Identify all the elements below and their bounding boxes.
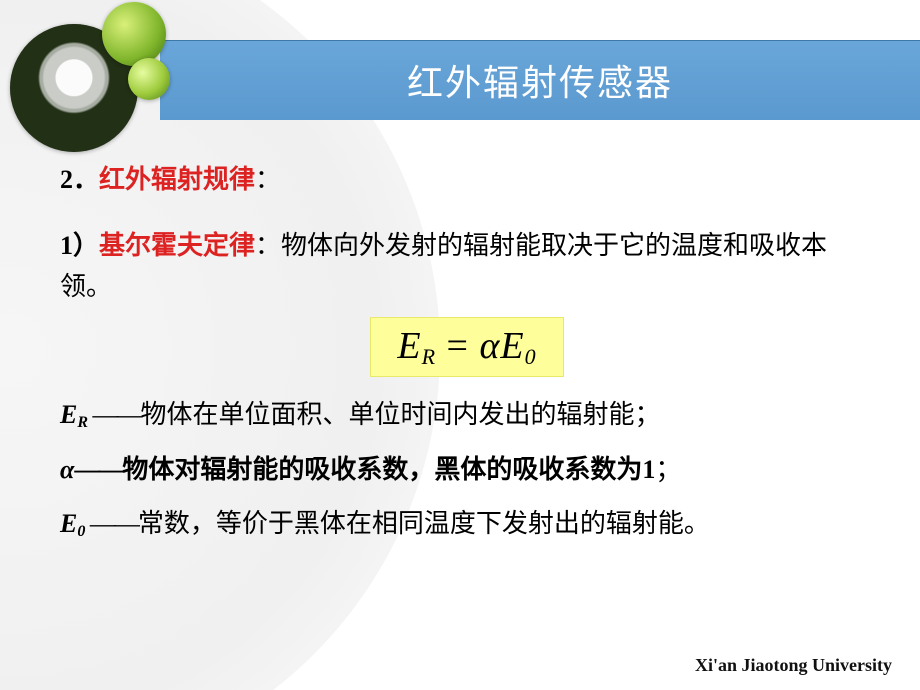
def-er-sym-base: E xyxy=(60,400,77,429)
formula-wrap: ER = αE0 xyxy=(60,317,874,377)
definitions: ER ——物体在单位面积、单位时间内发出的辐射能； α——物体对辐射能的吸收系数… xyxy=(60,395,874,545)
def-alpha-sym: α xyxy=(60,455,74,484)
header-bar: 红外辐射传感器 xyxy=(160,40,920,120)
content-area: 2．红外辐射规律： 1）基尔霍夫定律：物体向外发射的辐射能取决于它的温度和吸收本… xyxy=(60,160,874,559)
def-alpha-sep: —— xyxy=(74,455,122,484)
section-heading-suffix: ： xyxy=(255,165,281,194)
logo-circle-medium xyxy=(102,2,166,66)
law-line: 1）基尔霍夫定律：物体向外发射的辐射能取决于它的温度和吸收本领。 xyxy=(60,226,874,307)
law-name: 基尔霍夫定律 xyxy=(99,231,255,260)
section-heading: 红外辐射规律 xyxy=(99,165,255,194)
def-er-sym-sub: R xyxy=(77,414,88,431)
def-er: ER ——物体在单位面积、单位时间内发出的辐射能； xyxy=(60,395,874,436)
def-e0: E0 ——常数，等价于黑体在相同温度下发射出的辐射能。 xyxy=(60,504,874,545)
formula-eq: = xyxy=(436,325,479,367)
def-alpha: α——物体对辐射能的吸收系数，黑体的吸收系数为1； xyxy=(60,450,874,490)
def-e0-sep: —— xyxy=(85,509,138,538)
law-item-number: 1） xyxy=(60,231,99,260)
def-alpha-bold: 黑体的吸收系数为1 xyxy=(434,455,655,484)
law-name-suffix: ： xyxy=(255,231,281,260)
formula-lhs-sub: R xyxy=(422,344,436,369)
def-er-sep: —— xyxy=(88,400,141,429)
def-er-text: 物体在单位面积、单位时间内发出的辐射能； xyxy=(141,400,661,429)
formula-lhs-base: E xyxy=(397,325,421,367)
logo-circle-small xyxy=(128,58,170,100)
def-e0-sym-base: E xyxy=(60,509,77,538)
law-block: 1）基尔霍夫定律：物体向外发射的辐射能取决于它的温度和吸收本领。 ER = αE… xyxy=(60,226,874,377)
formula-rhs-sub: 0 xyxy=(525,344,537,369)
def-alpha-tail: ； xyxy=(655,455,681,484)
formula-box: ER = αE0 xyxy=(370,317,563,377)
section-number: 2． xyxy=(60,165,99,194)
header-title: 红外辐射传感器 xyxy=(407,54,673,106)
def-e0-text: 常数，等价于黑体在相同温度下发射出的辐射能。 xyxy=(138,509,710,538)
formula-rhs-base: E xyxy=(500,325,524,367)
logo-cluster xyxy=(6,0,186,160)
section-heading-line: 2．红外辐射规律： xyxy=(60,160,874,200)
footer-text: Xi'an Jiaotong University xyxy=(695,655,892,676)
def-alpha-text1: 物体对辐射能的吸收系数， xyxy=(122,455,434,484)
formula-coef: α xyxy=(479,325,500,367)
